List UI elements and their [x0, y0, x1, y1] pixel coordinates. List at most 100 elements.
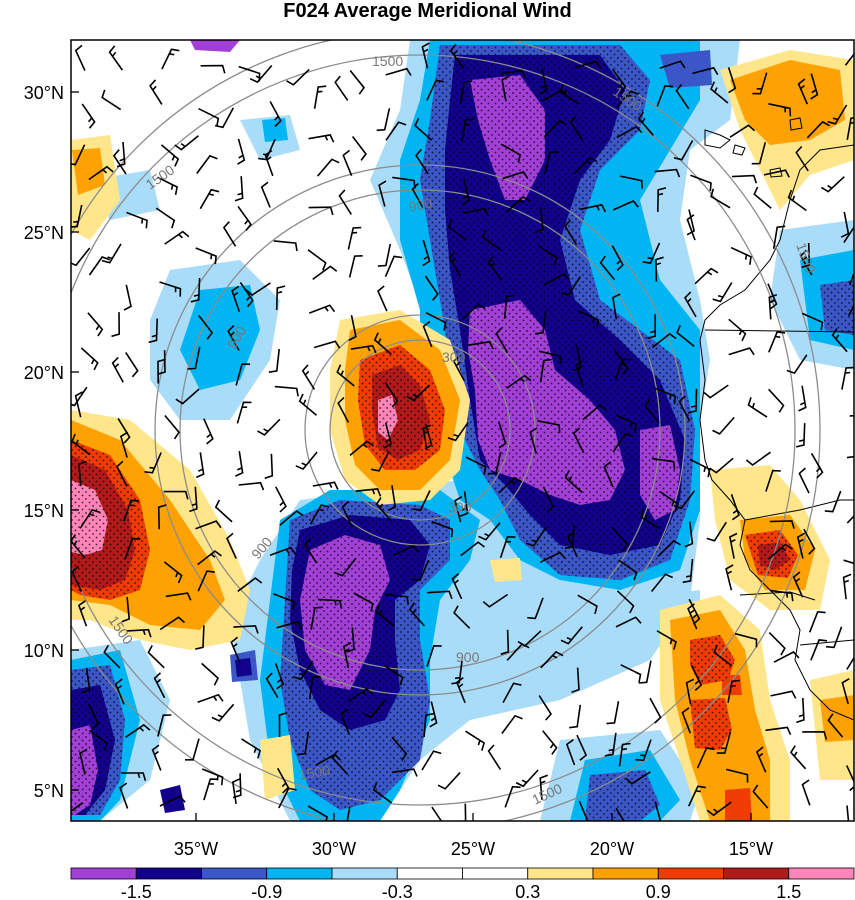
- wind-barb: [499, 535, 516, 558]
- colorbar-label: 0.9: [646, 882, 671, 900]
- wind-barb: [696, 747, 715, 769]
- wind-barb: [185, 738, 200, 761]
- wind-barb: [387, 485, 397, 511]
- wind-barb: [313, 85, 327, 109]
- wind-barb: [373, 332, 392, 355]
- wind-barb: [560, 276, 581, 297]
- wind-barb: [275, 285, 286, 311]
- colorbar: -1.5 -0.9 -0.3 0.3 0.9 1.5: [70, 867, 855, 900]
- wind-barb: [504, 785, 521, 808]
- wind-barb: [841, 678, 850, 705]
- wind-barb: [214, 107, 235, 129]
- wind-barb: [437, 772, 461, 790]
- wind-barb: [564, 470, 583, 493]
- wind-barb: [500, 629, 510, 655]
- colorbar-swatch: [592, 867, 659, 880]
- wind-barb: [157, 358, 166, 384]
- wind-barb: [796, 532, 806, 559]
- wind-barb: [559, 84, 580, 105]
- wind-barb: [303, 537, 318, 564]
- wind-barb: [317, 598, 343, 609]
- wind-barb: [71, 144, 86, 166]
- wind-barb: [487, 451, 502, 475]
- wind-barb: [449, 43, 465, 69]
- wind-barb: [197, 693, 224, 704]
- wind-barb: [706, 521, 727, 542]
- wind-barb: [684, 521, 694, 548]
- wind-barb: [501, 75, 510, 102]
- wind-barb: [709, 457, 734, 474]
- wind-barb: [682, 558, 694, 584]
- lat-label: 25°N: [24, 223, 64, 243]
- wind-barb: [235, 363, 250, 386]
- wind-barb: [268, 348, 280, 373]
- wind-barb: [768, 293, 778, 320]
- wind-barb: [529, 427, 538, 454]
- wind-barb: [211, 703, 235, 722]
- wind-barb: [408, 602, 426, 627]
- lon-label: 30°W: [312, 839, 356, 859]
- colorbar-swatch: [788, 867, 855, 880]
- wind-barb: [657, 187, 667, 212]
- wind-barb: [331, 750, 349, 775]
- wind-barb: [124, 537, 141, 560]
- wind-barb: [195, 452, 205, 479]
- wind-barb: [462, 207, 490, 217]
- wind-barb: [103, 644, 121, 669]
- wind-barb: [612, 200, 639, 211]
- wind-barb: [768, 331, 786, 353]
- wind-barb: [377, 243, 392, 267]
- wind-barb: [308, 206, 334, 216]
- wind-barb: [753, 186, 772, 209]
- wind-barb: [789, 745, 807, 770]
- wind-barb: [676, 324, 695, 348]
- wind-barb: [156, 176, 179, 195]
- wind-barb: [615, 807, 625, 821]
- wind-barb: [567, 531, 579, 558]
- wind-barb: [689, 458, 711, 478]
- wind-barb: [795, 145, 809, 172]
- wind-barb: [685, 678, 695, 705]
- wind-barb: [452, 355, 466, 382]
- wind-barb: [844, 52, 854, 66]
- wind-barb: [538, 350, 562, 365]
- wind-barb: [298, 393, 318, 416]
- wind-barb: [692, 66, 719, 76]
- wind-barb: [273, 593, 295, 610]
- wind-barb: [383, 422, 393, 449]
- wind-barb: [447, 421, 469, 442]
- lon-label: 20°W: [590, 839, 634, 859]
- wind-barb: [537, 245, 558, 266]
- wind-barb: [773, 651, 800, 663]
- wind-barb: [71, 802, 84, 813]
- wind-barb: [625, 771, 651, 785]
- colorbar-swatch: [135, 867, 202, 880]
- wind-barb: [459, 80, 473, 104]
- wind-barb: [455, 676, 466, 704]
- wind-barb: [542, 730, 558, 755]
- wind-barb: [612, 432, 634, 453]
- wind-barb: [378, 180, 387, 207]
- wind-barb: [310, 606, 323, 630]
- wind-barb: [249, 64, 273, 84]
- wind-barb: [482, 593, 509, 608]
- wind-barb: [465, 456, 487, 475]
- wind-barb: [278, 712, 288, 738]
- wind-barb: [656, 84, 674, 107]
- wind-barb: [151, 744, 162, 771]
- wind-barb: [540, 650, 564, 669]
- wind-barb: [527, 597, 544, 620]
- lat-label: 15°N: [24, 501, 64, 521]
- wind-barb: [237, 205, 252, 232]
- wind-barb: [544, 273, 570, 286]
- wind-barb: [426, 644, 442, 667]
- lon-label: 35°W: [174, 839, 218, 859]
- wind-barb: [768, 543, 793, 560]
- ring-label: 900: [456, 649, 480, 665]
- wind-barb: [163, 490, 189, 500]
- wind-barb: [123, 284, 132, 311]
- wind-barb: [313, 340, 341, 349]
- wind-barb: [506, 374, 532, 389]
- wind-barb: [647, 314, 657, 340]
- wind-barb: [810, 73, 819, 100]
